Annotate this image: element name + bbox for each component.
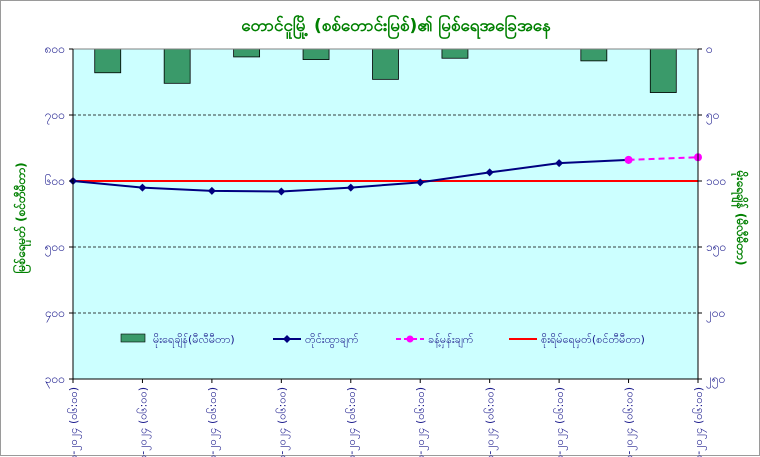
rainfall-bar [372,48,399,80]
left-tick-label: ၇၀၀ [45,108,65,125]
right-axis-title: မိုးရေချိန် (မီလီမီတာ) [730,170,750,266]
left-tick-label: ၄၀၀ [45,306,65,323]
x-tick-label: ၂၆-၈-၂၀၂၄ (၀၆:၀၀) [414,387,429,457]
x-tick-label: ၃၀-၈-၂၀၂၄ (၀၆:၀၀) [692,387,707,457]
rainfall-bar [233,48,261,58]
observed-point [416,178,425,187]
legend: မိုးရေချိန်(မီလီမီတာ) တိုင်းထွာချက် ခန့်မှ… [120,333,645,348]
x-tick-label: ၂၂-၈-၂၀၂၄ (၀၆:၀၀) [136,387,151,457]
rainfall-bar [580,48,608,62]
x-tick-label: ၂၅-၈-၂၀၂၄ (၀၆:၀၀) [345,387,360,457]
legend-label: ခန့်မှန်းချက် [428,333,474,348]
axes [72,48,699,380]
left-tick-label: ၆၀၀ [45,173,65,188]
x-axis-ticks: ၂၁-၈-၂၀၂၄ (၀၆:၀၀) ၂၂-၈-၂၀၂၄ (၀၆:၀၀) ၂၃-၈-၂… [67,379,707,457]
legend-label: စိုးရိမ်ရေမှတ်(စင်တီမီတာ) [541,333,645,348]
observed-point [346,183,355,192]
observed-point [277,187,286,196]
right-tick-label: ၂၅၀ [706,372,725,389]
x-tick-label: ၂၉-၈-၂၀၂၄ (၀၆:၀၀) [623,387,638,457]
left-tick-label: ၈၀၀ [45,42,65,56]
rainfall-bar [94,48,122,74]
forecast-line [628,156,699,161]
x-tick-label: ၂၇-၈-၂၀၂၄ (၀၆:၀၀) [484,387,499,457]
legend-marker-observed [283,335,291,343]
rainfall-bar [649,48,677,93]
legend-label: တိုင်းထွာချက် [305,333,359,348]
left-axis-title: မြစ်ရေမှတ် (စင်တီမီတာ) [11,162,32,273]
legend-label: မိုးရေချိန်(မီလီမီတာ) [153,333,235,348]
x-tick-label: ၂၄-၈-၂၀၂၄ (၀၆:၀၀) [275,387,290,457]
rainfall-bar [163,48,191,84]
rainfall-bar [302,48,330,60]
forecast-point [624,155,633,164]
observed-point [207,186,216,195]
x-tick-label: ၂၁-၈-၂၀၂၄ (၀၆:၀၀) [67,387,82,457]
observed-point [555,159,564,168]
rainfall-bar [441,48,469,59]
observed-point [485,168,494,177]
observed-point [138,183,147,192]
plot-area [73,49,698,379]
legend-marker-forecast [406,335,414,343]
x-tick-label: ၂၃-၈-၂၀၂၄ (၀၆:၀၀) [206,387,221,457]
left-tick-label: ၃၀၀ [45,372,65,389]
right-tick-label: ၁၀၀ [706,174,726,188]
right-tick-label: ၀ [706,42,713,56]
right-tick-label: ၅၀ [706,108,720,125]
right-tick-label: ၁၅၀ [706,240,726,257]
left-tick-label: ၅၀၀ [45,240,65,257]
chart-title: တောင်ငူမြို့ (စစ်တောင်းမြစ်)၏ မြစ်ရေအခြေ… [241,13,551,40]
right-tick-label: ၂၀၀ [706,306,725,323]
legend-swatch-rainfall [120,333,146,343]
x-tick-label: ၂၈-၈-၂၀၂၄ (၀၆:၀၀) [553,387,568,457]
